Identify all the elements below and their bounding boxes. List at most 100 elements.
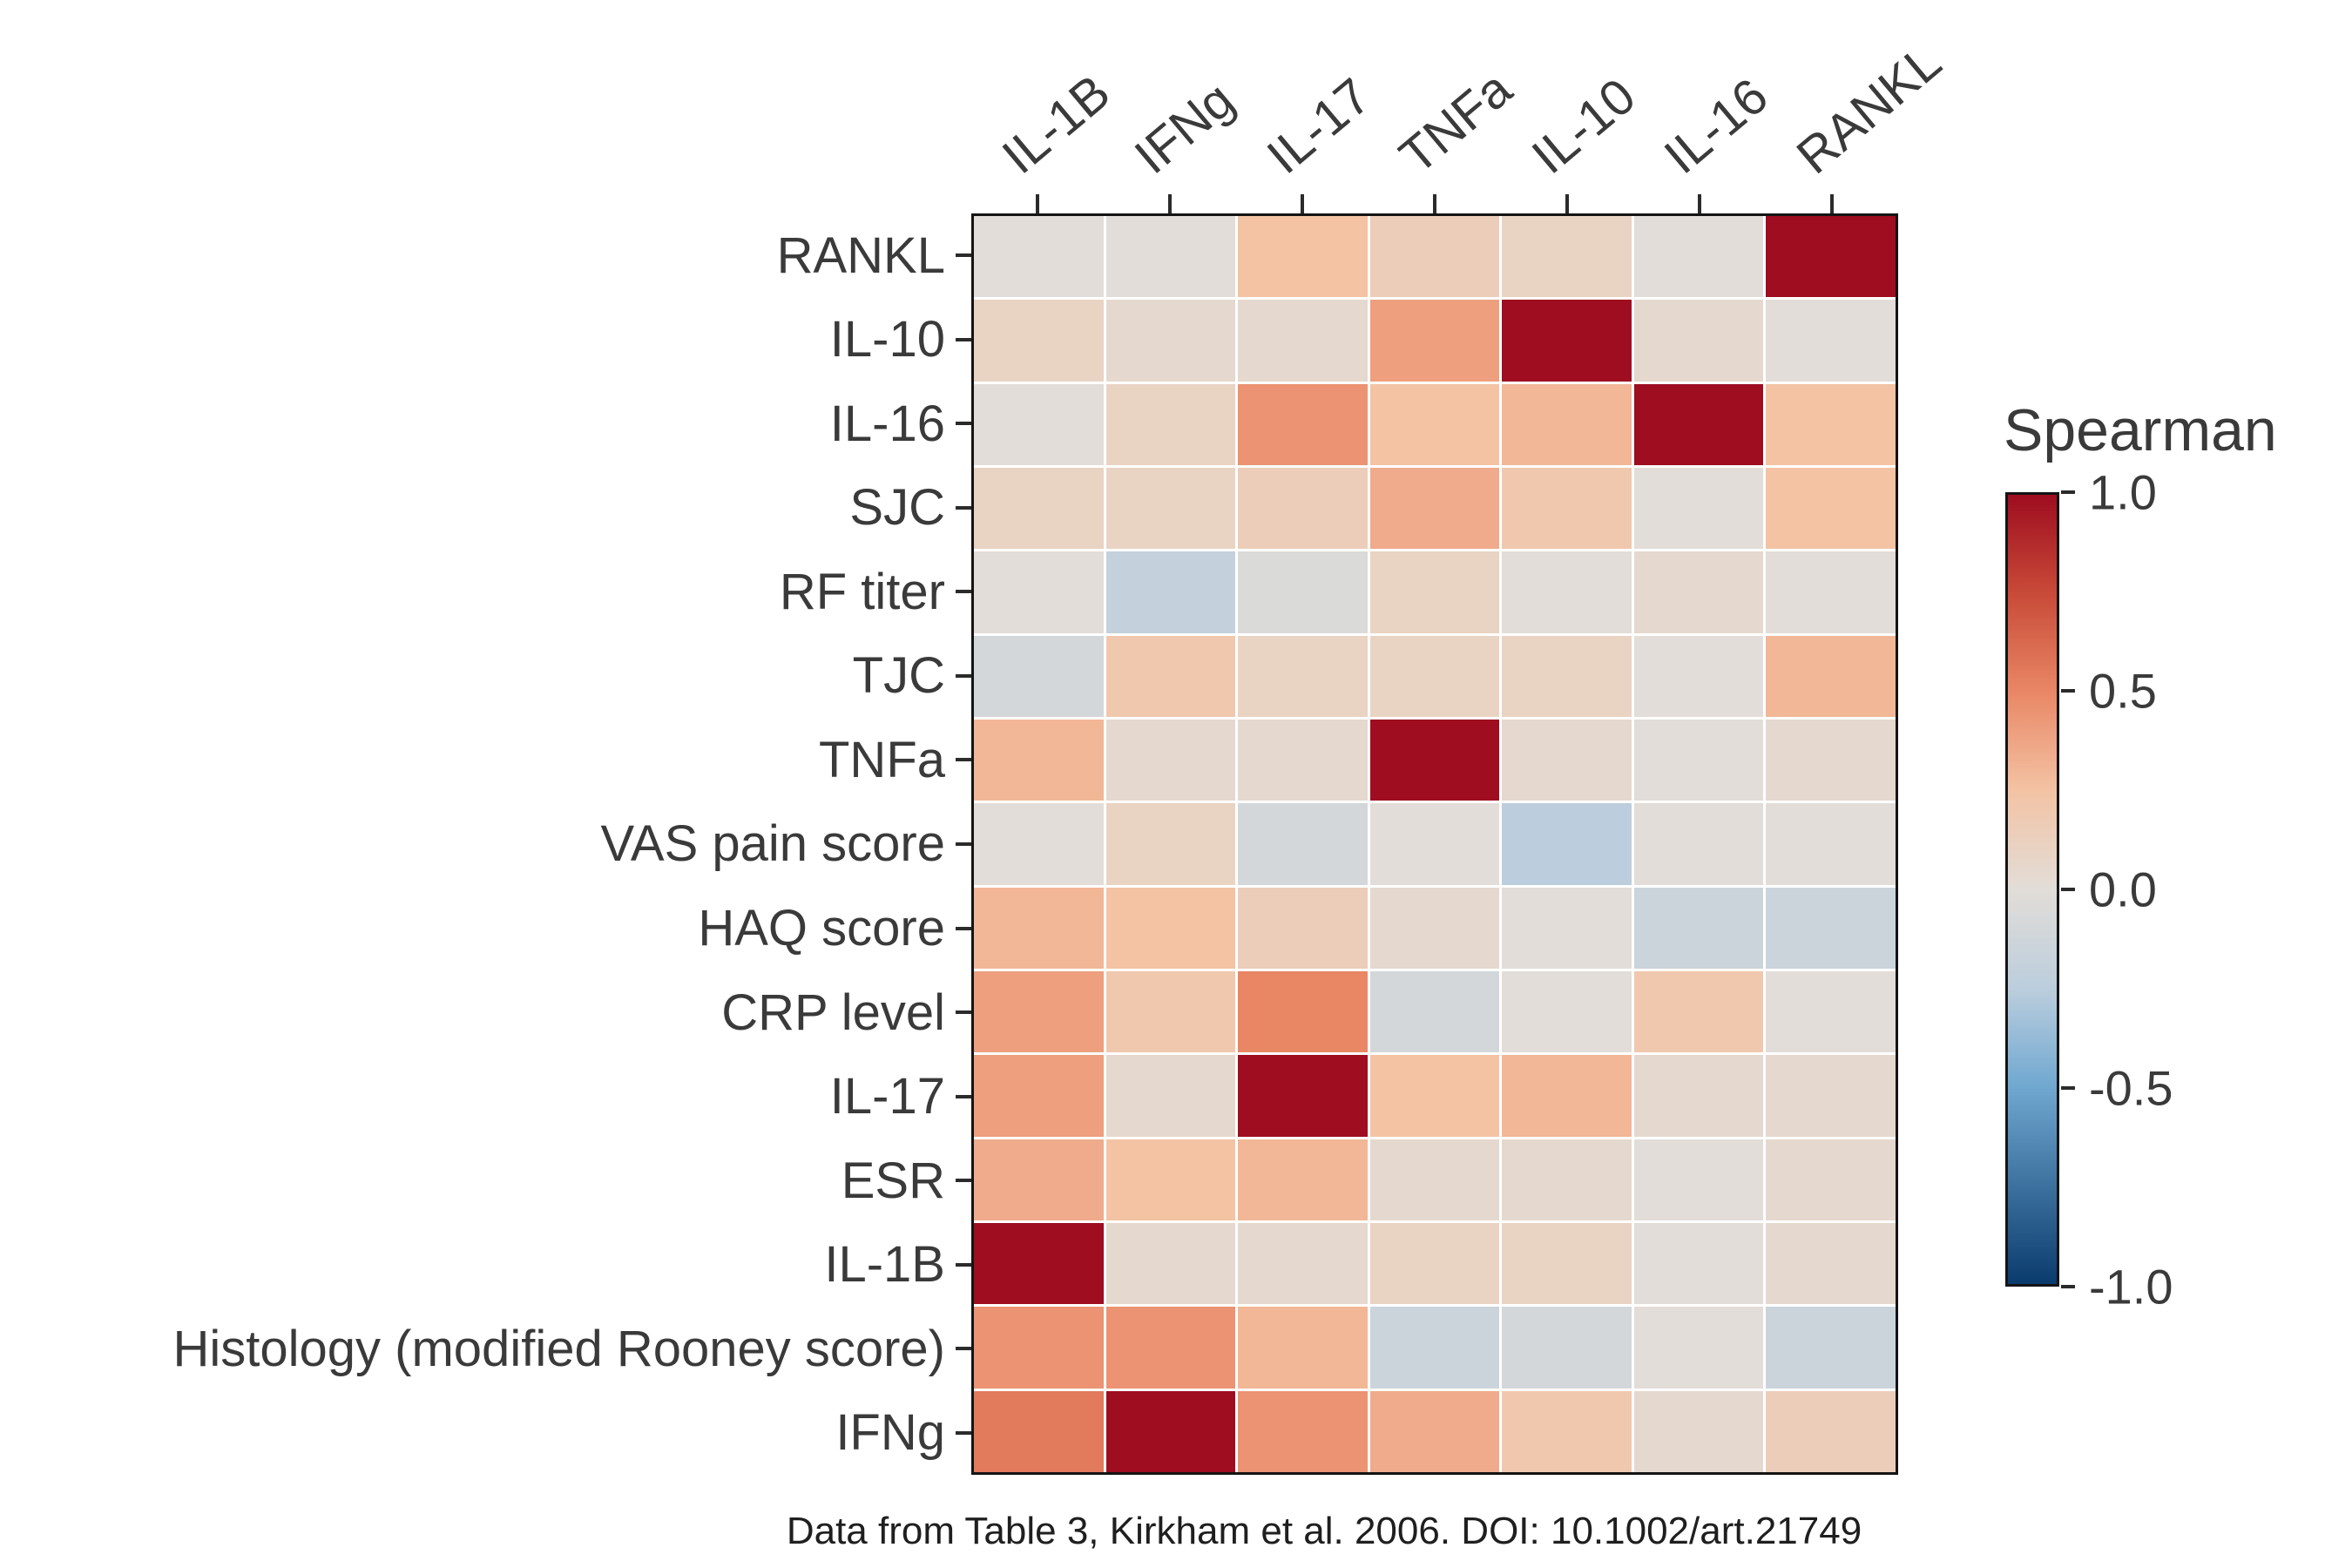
col-label: IL-17 xyxy=(1256,67,1382,186)
row-label-text: HAQ score xyxy=(698,900,945,957)
colorbar-tick xyxy=(2061,490,2075,494)
heatmap-cell xyxy=(1369,1055,1500,1137)
heatmap-cell xyxy=(974,468,1104,550)
heatmap-cell xyxy=(1766,635,1896,717)
col-label: IFNg xyxy=(1124,71,1245,186)
heatmap-cell xyxy=(1105,887,1236,969)
row-tick xyxy=(956,1094,971,1098)
row-label-text: VAS pain score xyxy=(600,815,945,873)
heatmap-cell xyxy=(1502,216,1632,298)
heatmap-cell xyxy=(1238,468,1368,550)
heatmap-cell xyxy=(1238,216,1368,298)
heatmap-cell xyxy=(1105,720,1236,801)
heatmap-cell xyxy=(1633,720,1764,801)
heatmap-cell xyxy=(1766,1139,1896,1220)
row-label: CRP level xyxy=(0,970,971,1055)
heatmap-cell xyxy=(1238,551,1368,633)
row-tick xyxy=(956,841,971,846)
heatmap-cell xyxy=(974,720,1104,801)
heatmap-cell xyxy=(1766,803,1896,885)
row-label: IFNg xyxy=(0,1390,971,1475)
heatmap-cell xyxy=(1238,1055,1368,1137)
heatmap-cell xyxy=(1633,1390,1764,1472)
row-tick xyxy=(956,1430,971,1435)
heatmap-cell xyxy=(1502,383,1632,465)
heatmap-cell xyxy=(1766,468,1896,550)
heatmap-cell xyxy=(974,300,1104,382)
row-tick xyxy=(956,1179,971,1183)
col-tick xyxy=(1036,194,1039,213)
row-tick xyxy=(956,505,971,510)
heatmap-cell xyxy=(1633,803,1764,885)
row-label-text: IL-16 xyxy=(829,395,945,452)
heatmap-cell xyxy=(974,551,1104,633)
colorbar-tick-label: -0.5 xyxy=(2089,1060,2173,1116)
row-tick xyxy=(956,1010,971,1015)
heatmap-cell xyxy=(1369,300,1500,382)
heatmap-cell xyxy=(1105,216,1236,298)
row-label: TJC xyxy=(0,634,971,719)
heatmap-cell xyxy=(974,635,1104,717)
col-tick xyxy=(1433,194,1436,213)
heatmap-cell xyxy=(1633,300,1764,382)
row-label-text: Histology (modified Rooney score) xyxy=(172,1320,945,1377)
heatmap-cell xyxy=(1238,383,1368,465)
heatmap-cell xyxy=(1502,1223,1632,1305)
heatmap-cell xyxy=(1105,383,1236,465)
row-label: IL-16 xyxy=(0,382,971,466)
row-label-text: SJC xyxy=(849,479,945,537)
heatmap-cell xyxy=(1766,383,1896,465)
heatmap-cell xyxy=(1238,1307,1368,1389)
heatmap-cell xyxy=(1369,383,1500,465)
heatmap-cell xyxy=(1369,720,1500,801)
heatmap-cell xyxy=(974,971,1104,1053)
col-label: TNFa xyxy=(1389,60,1523,186)
heatmap-cell xyxy=(1105,300,1236,382)
heatmap-cell xyxy=(1105,1139,1236,1220)
heatmap-cell xyxy=(974,803,1104,885)
heatmap-cell xyxy=(1105,635,1236,717)
heatmap-cell xyxy=(1105,1055,1236,1137)
row-label-text: RANKL xyxy=(776,226,945,284)
heatmap-cell xyxy=(1502,300,1632,382)
heatmap-cell xyxy=(1238,1390,1368,1472)
heatmap-cell xyxy=(1369,1223,1500,1305)
heatmap-cell xyxy=(1369,971,1500,1053)
row-label-text: TNFa xyxy=(819,731,945,788)
col-tick xyxy=(1565,194,1569,213)
heatmap-cell xyxy=(1502,971,1632,1053)
heatmap-grid xyxy=(971,213,1898,1475)
heatmap-cell xyxy=(1369,1139,1500,1220)
colorbar-tick-label: 1.0 xyxy=(2089,464,2157,520)
colorbar-tick xyxy=(2061,689,2075,693)
heatmap-cell xyxy=(974,216,1104,298)
heatmap-cell xyxy=(1766,1055,1896,1137)
heatmap-cell xyxy=(1502,1139,1632,1220)
heatmap-cell xyxy=(1633,1307,1764,1389)
row-label: RANKL xyxy=(0,213,971,298)
col-tick xyxy=(1168,194,1172,213)
heatmap-cell xyxy=(974,383,1104,465)
heatmap-cell xyxy=(1633,1139,1764,1220)
row-axis: RANKL IL-10 IL-16 SJC RF titer TJC TNFa VAS pai… xyxy=(0,213,971,1475)
heatmap-cell xyxy=(1766,971,1896,1053)
heatmap-cell xyxy=(1502,1055,1632,1137)
heatmap-cell xyxy=(1633,551,1764,633)
row-tick xyxy=(956,673,971,678)
heatmap-cell xyxy=(1766,1307,1896,1389)
heatmap-cell xyxy=(1105,1223,1236,1305)
heatmap-cell xyxy=(1633,635,1764,717)
col-tick xyxy=(1830,194,1834,213)
heatmap-cell xyxy=(1633,468,1764,550)
row-label: ESR xyxy=(0,1139,971,1223)
col-tick xyxy=(1301,194,1304,213)
row-label: IL-10 xyxy=(0,298,971,382)
row-tick xyxy=(956,422,971,426)
colorbar-title: Spearman xyxy=(2004,397,2277,463)
heatmap-cell xyxy=(1502,468,1632,550)
colorbar-gradient xyxy=(2005,492,2059,1287)
colorbar-tick xyxy=(2061,888,2075,891)
heatmap-cell xyxy=(1105,1390,1236,1472)
heatmap-cell xyxy=(1766,216,1896,298)
heatmap-cell xyxy=(1766,551,1896,633)
